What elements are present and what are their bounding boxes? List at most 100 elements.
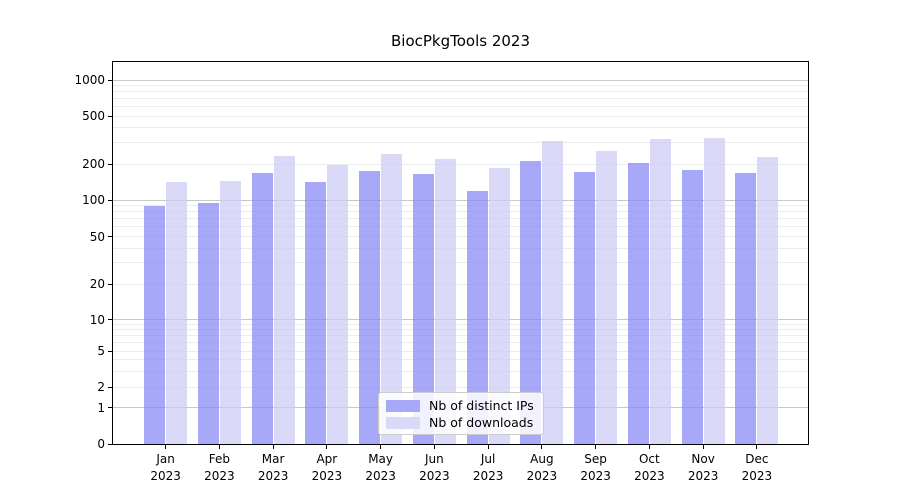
plot-area: Nb of distinct IPs Nb of downloads (112, 61, 809, 445)
y-axis-tick-label: 100 (82, 193, 105, 207)
bar-downloads (596, 150, 618, 444)
x-axis-tick-label: Nov 2023 (673, 451, 733, 485)
x-axis-tick-mark (648, 445, 650, 449)
bar-downloads (542, 140, 564, 444)
y-axis-tick-mark (108, 79, 112, 81)
grid-line-minor (113, 370, 808, 372)
grid-line-minor (113, 142, 808, 144)
x-axis-tick-label: Aug 2023 (512, 451, 572, 485)
x-axis-tick-label: Apr 2023 (297, 451, 357, 485)
x-tick-year: 2023 (311, 469, 343, 483)
y-axis-tick-label: 5 (97, 344, 105, 358)
bar-downloads (488, 168, 510, 444)
grid-line-minor (113, 211, 808, 213)
grid-line-minor (113, 218, 808, 220)
y-axis-tick-label: 20 (89, 277, 105, 291)
y-axis-tick-mark (108, 199, 112, 201)
x-axis-tick-mark (218, 445, 220, 449)
bar-distinct-ips (627, 162, 649, 444)
x-axis-tick-label: May 2023 (351, 451, 411, 485)
x-axis-tick-mark (702, 445, 704, 449)
y-axis-tick-mark (108, 283, 112, 285)
x-axis-tick-mark (165, 445, 167, 449)
x-axis-tick-label: Sep 2023 (566, 451, 626, 485)
y-axis-tick-mark (108, 319, 112, 320)
y-axis-tick-mark (108, 350, 112, 352)
chart-title: BiocPkgTools 2023 (390, 32, 531, 50)
bar-distinct-ips (197, 202, 219, 444)
x-tick-month: Dec (745, 452, 769, 466)
legend-item: Nb of distinct IPs (386, 397, 536, 414)
grid-line-minor (113, 386, 808, 388)
x-axis-tick-mark (433, 445, 435, 449)
bar-downloads (219, 180, 241, 444)
x-tick-month: Jul (480, 452, 496, 466)
grid-line-minor (113, 226, 808, 228)
grid-line-minor (113, 329, 808, 331)
bar-distinct-ips (574, 171, 595, 444)
bar-distinct-ips (681, 170, 703, 444)
grid-line-minor (113, 106, 808, 108)
x-tick-year: 2023 (150, 469, 181, 483)
y-axis-tick-mark (108, 115, 112, 117)
bar-downloads (757, 157, 779, 444)
x-axis-tick-label: Feb 2023 (189, 451, 249, 485)
legend-label: Nb of downloads (429, 415, 534, 430)
grid-line-minor (113, 84, 808, 86)
x-tick-month: Oct (638, 452, 660, 466)
y-axis-tick-label: 10 (89, 312, 105, 327)
x-axis-tick-mark (756, 445, 758, 449)
grid-line-minor (113, 342, 808, 344)
grid-line-minor (113, 350, 808, 352)
legend-swatch (386, 416, 420, 429)
x-axis-tick-label: Mar 2023 (243, 451, 303, 485)
grid-line-minor (113, 335, 808, 337)
x-tick-month: Mar (261, 452, 285, 466)
bar-distinct-ips (144, 206, 165, 444)
x-axis-tick-label: Jun 2023 (404, 451, 464, 485)
x-tick-month: Jan (156, 452, 175, 466)
grid-line-major (113, 319, 808, 320)
x-axis-tick-mark (541, 445, 543, 449)
x-tick-month: Jun (424, 452, 444, 466)
grid-line-minor (113, 236, 808, 237)
legend: Nb of distinct IPs Nb of downloads (378, 392, 544, 435)
x-tick-year: 2023 (204, 469, 235, 483)
x-tick-year: 2023 (419, 469, 450, 483)
x-axis-tick-mark (272, 445, 274, 449)
grid-line-major (113, 199, 808, 201)
legend-swatch (386, 399, 420, 412)
x-axis-tick-mark (487, 445, 489, 449)
grid-line-minor (113, 323, 808, 325)
y-axis-tick-label: 50 (89, 229, 105, 244)
grid-line-minor (113, 247, 808, 249)
grid-line-minor (113, 98, 808, 100)
y-axis-tick-mark (108, 443, 112, 445)
x-tick-month: Aug (530, 452, 554, 466)
x-tick-year: 2023 (741, 469, 773, 483)
grid-line-minor (113, 115, 808, 117)
x-axis-tick-mark (326, 445, 328, 449)
bar-distinct-ips (359, 171, 380, 444)
grid-line-minor (113, 359, 808, 361)
x-tick-year: 2023 (634, 469, 665, 483)
x-tick-month: Apr (316, 452, 338, 466)
y-axis-tick-label: 2 (97, 380, 105, 394)
bar-downloads (434, 158, 456, 444)
bar-distinct-ips (412, 173, 434, 444)
y-axis-tick-label: 500 (82, 109, 105, 123)
bar-downloads (273, 156, 295, 444)
x-tick-month: Sep (584, 452, 607, 466)
bar-distinct-ips (520, 160, 542, 444)
bar-downloads (381, 153, 403, 444)
y-axis-tick-label: 1 (97, 400, 105, 415)
grid-line-minor (113, 91, 808, 93)
bar-downloads (703, 138, 725, 444)
grid-line-minor (113, 262, 808, 264)
x-axis-tick-label: Oct 2023 (619, 451, 679, 485)
x-tick-month: Feb (208, 452, 230, 466)
bar-downloads (166, 181, 188, 444)
x-tick-year: 2023 (472, 469, 504, 483)
y-axis-tick-mark (108, 407, 112, 408)
